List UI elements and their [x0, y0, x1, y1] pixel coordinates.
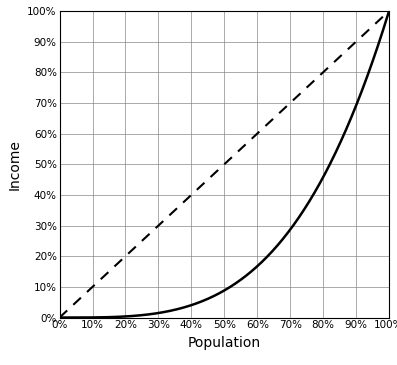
Y-axis label: Income: Income	[8, 139, 22, 190]
X-axis label: Population: Population	[188, 336, 261, 350]
